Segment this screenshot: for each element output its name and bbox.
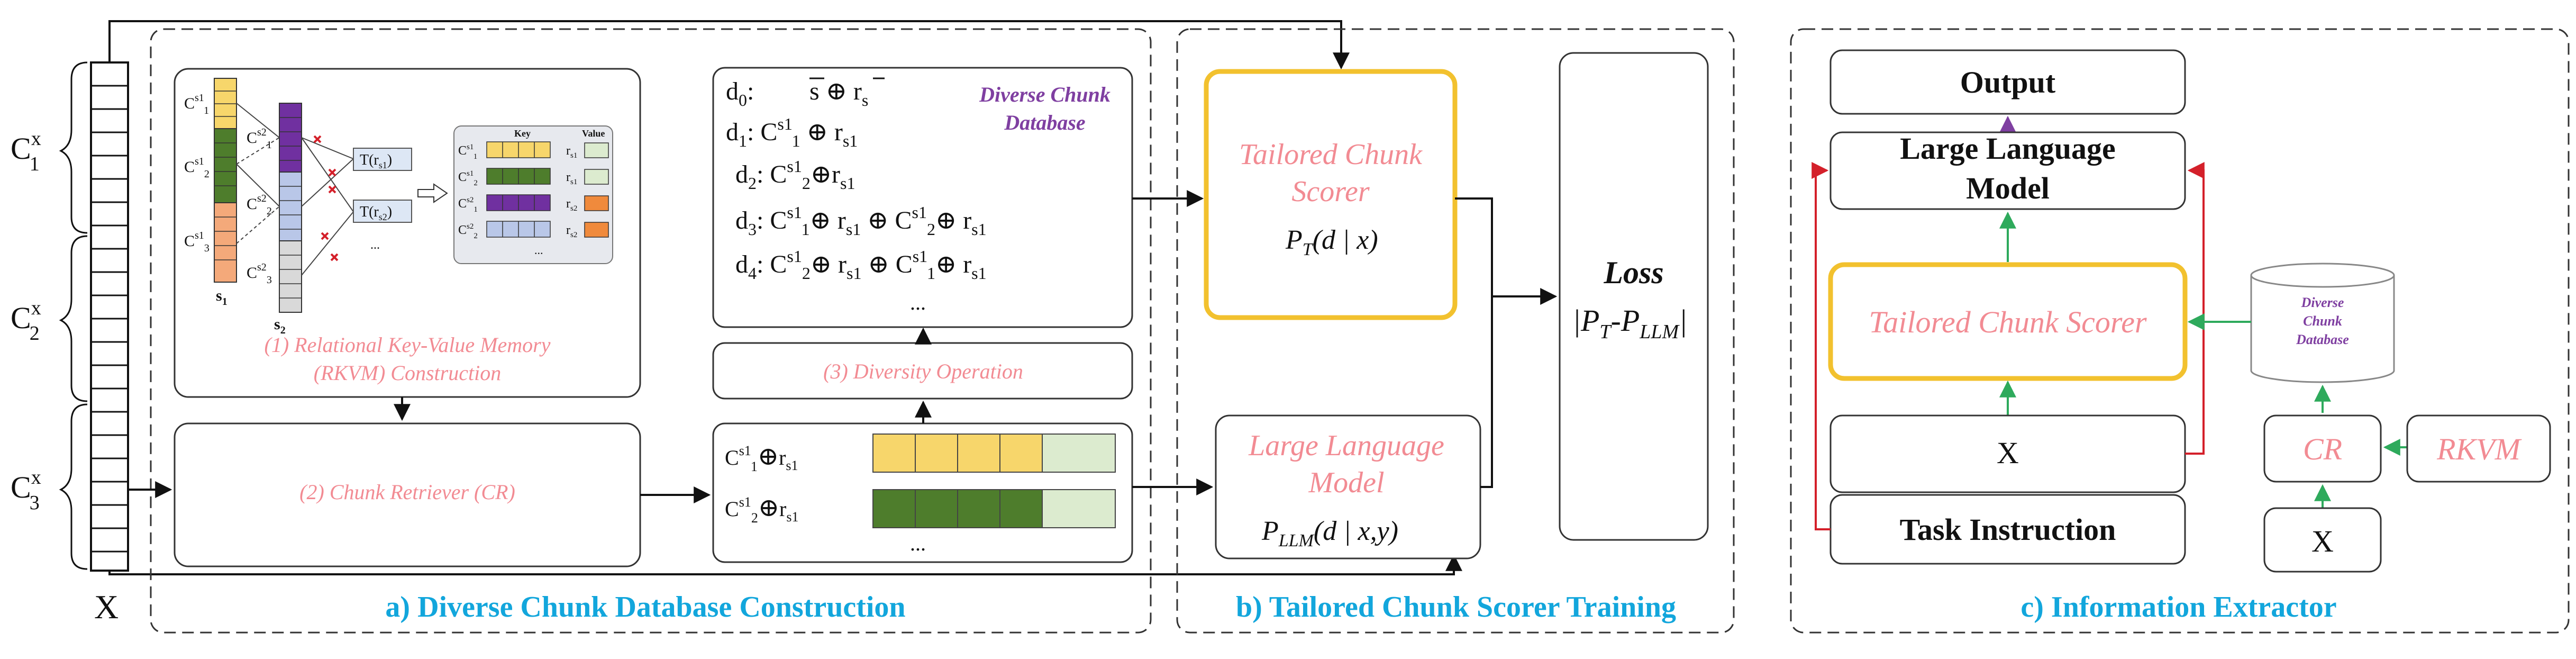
input-chunk-column — [90, 61, 129, 572]
svg-text:s2: s2 — [274, 315, 286, 336]
x2-c-label: X — [2311, 524, 2334, 558]
task-instruction-label: Task Instruction — [1900, 512, 2116, 547]
svg-text:Cx3: Cx 3 — [11, 466, 41, 514]
key-value-table: Key Value Cs11 Cs12 Cs21 Cs22 rs1 rs1 rs… — [453, 125, 613, 264]
svg-text:d3: Cs11⊕ rs1 ⊕ Cs12⊕ rs1: d3: Cs11⊕ rs1 ⊕ Cs12⊕ rs1 — [735, 203, 987, 239]
arrow-llm-to-loss — [1480, 296, 1493, 488]
svg-text:...: ... — [534, 243, 543, 257]
t-ellipsis: ... — [370, 238, 380, 252]
section-c-caption: c) Information Extractor — [2020, 591, 2336, 624]
db-c-line1: Diverse — [2301, 295, 2344, 310]
database-title-line2: Database — [1004, 111, 1085, 134]
database-row-d4: d4: Cs12⊕ rs1 ⊕ Cs11⊕ rs1 — [735, 247, 987, 283]
retrieved-ellipsis: ... — [910, 531, 926, 555]
database-row-d1: d1: Cs11 ⊕ rs1 — [726, 114, 858, 150]
svg-text:Cs11⊕rs1: Cs11⊕rs1 — [725, 443, 798, 474]
svg-text:Cx1: Cx 1 — [11, 128, 41, 175]
llm-b-line1: Large Language — [1248, 429, 1444, 462]
chunk-label-2: Cx 2 — [11, 297, 41, 345]
database-row-d3: d3: Cs11⊕ rs1 ⊕ Cs12⊕ rs1 — [735, 203, 987, 239]
rkvm-caption-line2: (RKVM) Construction — [314, 361, 501, 385]
chunk-retriever-label: (2) Chunk Retriever (CR) — [299, 480, 515, 504]
section-b-caption: b) Tailored Chunk Scorer Training — [1236, 591, 1676, 624]
scorer-formula: PT(d | x) — [1285, 225, 1378, 259]
database-cylinder-icon — [2250, 263, 2395, 383]
db-c-line3: Database — [2296, 332, 2349, 347]
arrow-x-to-llm — [2185, 162, 2205, 455]
llm-c-line2: Model — [1966, 171, 2050, 205]
llm-b-formula: PLLM(d | x,y) — [1261, 516, 1398, 550]
cross-marks — [313, 135, 339, 261]
chunk-database-box — [712, 67, 1133, 328]
arrow-input-to-llm — [108, 554, 1462, 575]
database-row-d2: d2: Cs12⊕rs1 — [735, 157, 855, 193]
input-x-label: X — [94, 588, 119, 626]
scorer-c-label: Tailored Chunk Scorer — [1869, 305, 2147, 339]
svg-text:T(rs2): T(rs2) — [360, 204, 392, 222]
svg-text:d0:: d0: — [726, 77, 754, 110]
rkvm-box-c — [2406, 414, 2551, 483]
svg-text:Value: Value — [582, 128, 605, 139]
svg-text:T(rs1): T(rs1) — [360, 152, 392, 170]
svg-text:Key: Key — [514, 128, 531, 139]
tailored-scorer-box — [1204, 69, 1458, 320]
section-b-frame — [1176, 28, 1735, 634]
llm-b-line2: Model — [1308, 466, 1384, 499]
scorer-title-line1: Tailored Chunk — [1239, 138, 1423, 171]
loss-box — [1559, 52, 1709, 541]
svg-text:s1: s1 — [216, 287, 227, 308]
diversity-operation-label: (3) Diversity Operation — [823, 359, 1023, 383]
rkvm-caption-line1: (1) Relational Key-Value Memory — [265, 333, 551, 357]
s2-column: s2 — [274, 103, 302, 336]
t-rs2-box: T(rs2) — [353, 200, 412, 223]
svg-text:Cs12⊕rs1: Cs12⊕rs1 — [725, 494, 798, 526]
relation-lines — [236, 103, 354, 276]
database-row-d0: d0: s ⊕ rs — [726, 77, 885, 110]
svg-text:d4: Cs12⊕ rs1 ⊕ Cs11⊕ rs1: d4: Cs12⊕ rs1 ⊕ Cs11⊕ rs1 — [735, 247, 987, 283]
loss-title: Loss — [1603, 255, 1663, 290]
tailored-scorer-box-c — [1828, 262, 2188, 381]
chunk-label-3: Cx 3 — [11, 466, 41, 514]
svg-text:d2: Cs12⊕rs1: d2: Cs12⊕rs1 — [735, 157, 855, 193]
database-title-line1: Diverse Chunk — [979, 83, 1110, 106]
section-a-caption: a) Diverse Chunk Database Construction — [385, 591, 905, 624]
db-c-line2: Chunk — [2303, 313, 2342, 329]
output-label: Output — [1960, 65, 2056, 100]
t-rs1-box: T(rs1) — [353, 148, 412, 171]
svg-text:s ⊕ rs: s ⊕ rs — [809, 77, 868, 110]
x2-box-c — [2263, 507, 2382, 573]
llm-box-c — [1829, 131, 2186, 210]
chunk-braces — [59, 61, 88, 570]
retrieved-row-2: Cs12⊕rs1 — [725, 489, 1116, 528]
section-c-frame — [1790, 28, 2570, 634]
cr-box-c — [2263, 414, 2382, 483]
cr-c-label: CR — [2303, 432, 2342, 466]
loss-formula: |PT-PLLM| — [1572, 303, 1687, 343]
svg-text:d1: Cs11 ⊕ rs1: d1: Cs11 ⊕ rs1 — [726, 114, 858, 150]
database-ellipsis: ... — [910, 291, 926, 314]
rkvm-c-label: RKVM — [2436, 432, 2522, 466]
retrieved-row-1: Cs11⊕rs1 — [725, 434, 1116, 474]
x-c-label: X — [1997, 436, 2019, 470]
s1-column: s1 — [214, 78, 237, 308]
arrow-task-to-llm — [1812, 162, 1831, 530]
chunk-label-1: Cx 1 — [11, 128, 41, 175]
llm-c-line1: Large Language — [1900, 131, 2116, 166]
output-box — [1829, 49, 2186, 115]
arrow-scorer-to-loss — [1455, 197, 1558, 305]
hollow-arrow — [417, 183, 448, 203]
scorer-title-line2: Scorer — [1291, 175, 1369, 208]
section-a-frame — [150, 28, 1152, 634]
arrow-input-to-scorer — [108, 20, 1350, 70]
svg-text:Cx2: Cx 2 — [11, 297, 41, 345]
